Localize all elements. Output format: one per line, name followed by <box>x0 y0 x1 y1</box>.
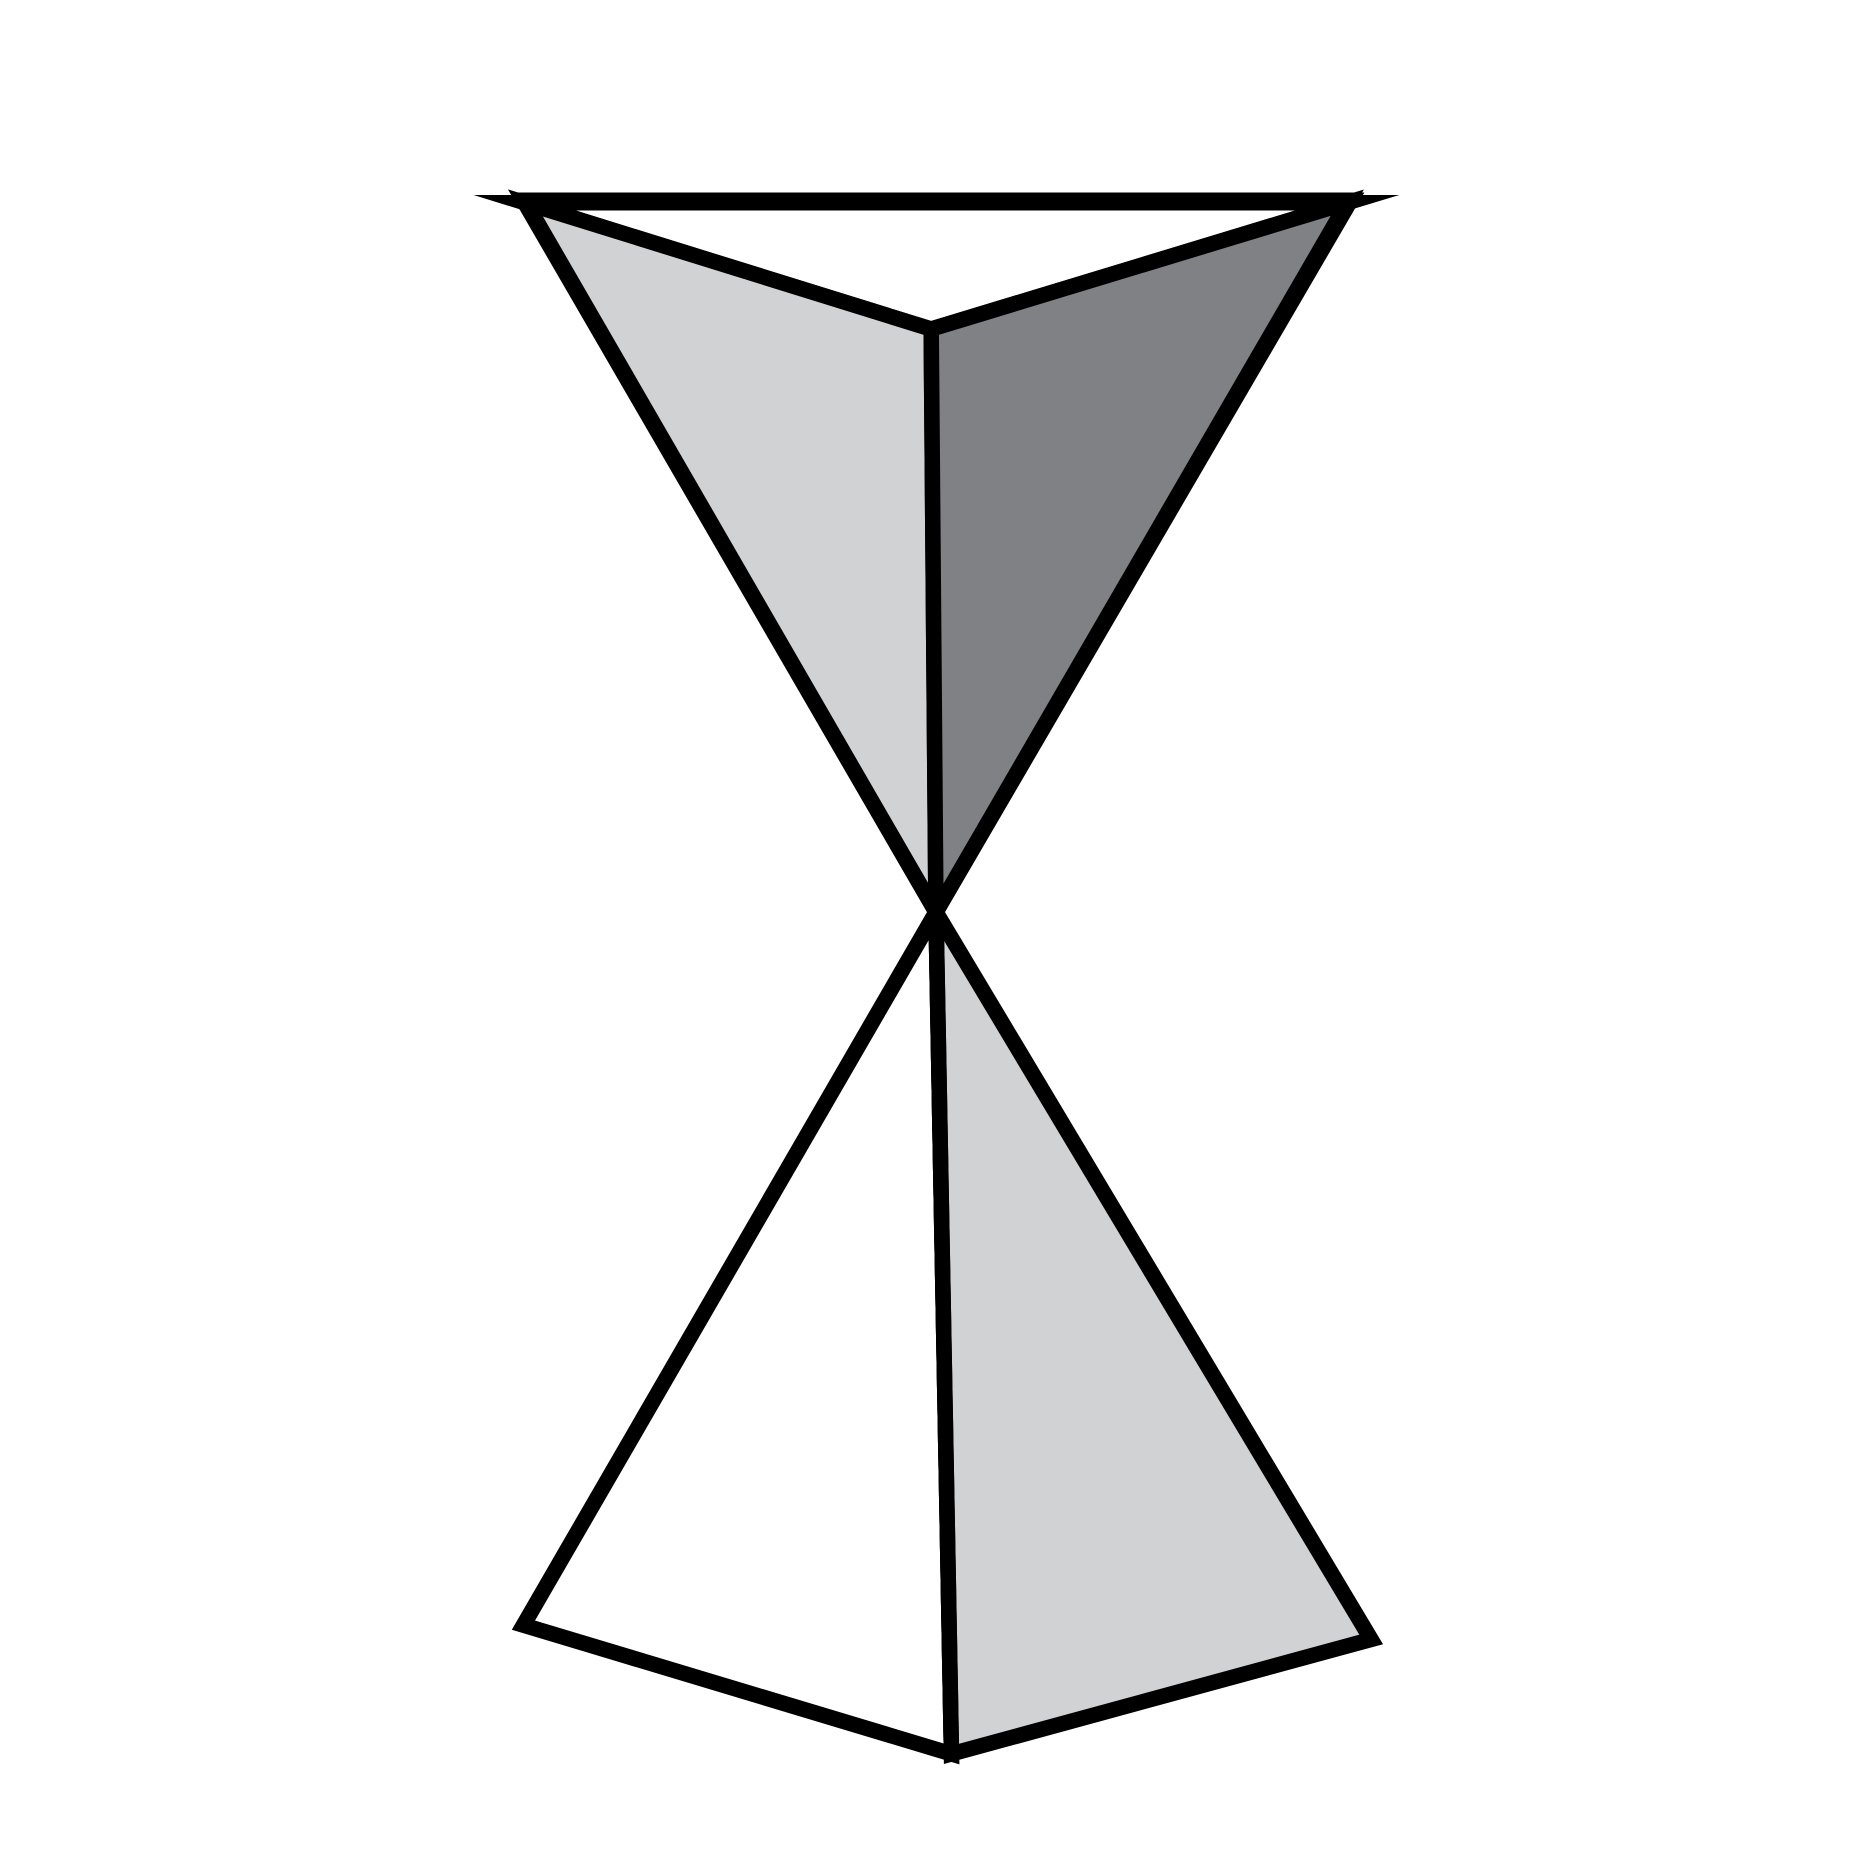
lower-edge <box>928 911 960 1755</box>
upper-outline <box>511 192 1365 928</box>
